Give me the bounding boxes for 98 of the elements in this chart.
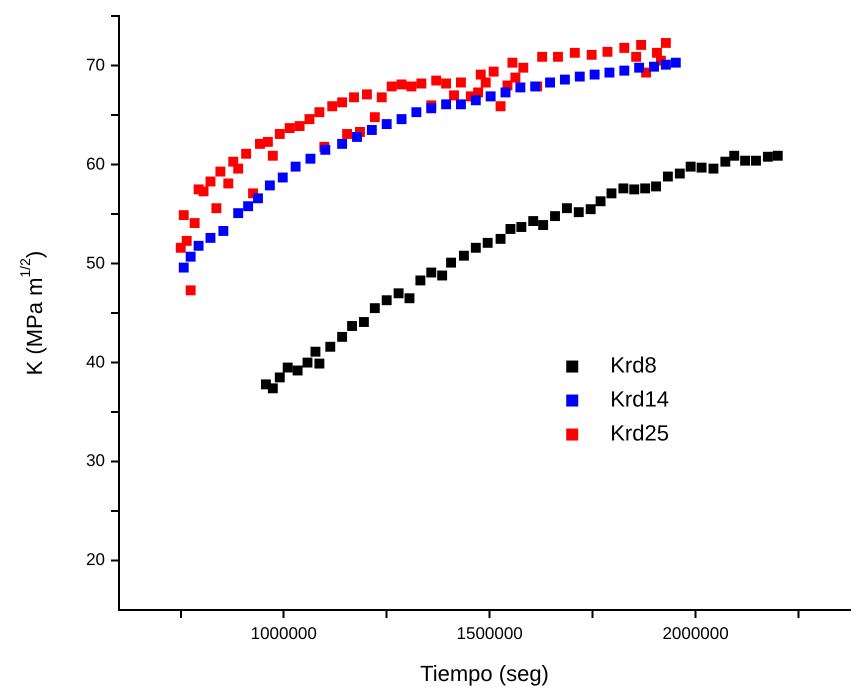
legend-label: Krd25 <box>610 420 669 446</box>
point <box>292 366 303 376</box>
point <box>302 358 312 368</box>
point <box>314 358 324 369</box>
point <box>670 58 681 68</box>
point <box>505 224 516 234</box>
point <box>320 144 330 155</box>
point <box>516 222 526 232</box>
point <box>268 383 278 394</box>
point <box>586 204 596 214</box>
point <box>772 150 783 161</box>
point <box>243 201 254 212</box>
point <box>762 152 773 162</box>
point <box>515 82 526 92</box>
point <box>178 262 189 273</box>
point <box>696 162 707 173</box>
point <box>441 99 452 110</box>
point <box>382 119 392 130</box>
point <box>310 346 320 357</box>
point <box>574 72 585 82</box>
point <box>218 226 228 236</box>
point <box>596 196 606 206</box>
point <box>415 275 426 286</box>
point <box>618 183 628 194</box>
point <box>574 207 584 218</box>
point <box>337 332 348 342</box>
x-tick-label: 1000000 <box>250 624 317 643</box>
point <box>720 156 730 167</box>
y-tick-label: 60 <box>86 154 105 174</box>
point <box>674 168 685 179</box>
point <box>634 62 644 73</box>
point <box>470 242 481 253</box>
point <box>482 238 493 248</box>
y-axis-title: K (MPa m1/2) <box>16 250 48 376</box>
point <box>290 162 301 172</box>
point <box>496 234 506 244</box>
point <box>528 216 538 226</box>
point <box>560 74 570 84</box>
point <box>545 78 556 88</box>
point <box>708 164 718 174</box>
point <box>500 87 510 98</box>
point <box>470 95 481 106</box>
point <box>660 60 671 70</box>
point <box>396 114 407 124</box>
point <box>358 317 369 327</box>
y-tick-label: 50 <box>86 253 105 272</box>
point <box>426 103 436 114</box>
y-tick-label: 40 <box>86 352 105 372</box>
point <box>370 303 380 314</box>
point <box>352 132 362 142</box>
point <box>437 270 448 280</box>
point <box>486 91 496 102</box>
point <box>651 181 661 192</box>
y-tick-label: 70 <box>86 55 105 74</box>
x-axis-title: Tiempo (seg) <box>420 660 549 686</box>
point <box>404 293 414 304</box>
point <box>629 184 640 194</box>
point <box>253 193 263 204</box>
point <box>426 268 436 278</box>
point <box>411 107 422 118</box>
point <box>446 258 456 268</box>
point <box>590 70 600 80</box>
point <box>640 183 650 194</box>
x-tick-label: 2000000 <box>662 624 729 643</box>
point <box>274 372 285 382</box>
point <box>347 321 358 331</box>
y-tick-label: 20 <box>86 550 105 570</box>
point <box>325 342 336 352</box>
point <box>456 99 466 110</box>
point <box>186 252 196 262</box>
legend-label: Krd14 <box>610 386 669 412</box>
point <box>538 220 548 230</box>
point <box>233 208 244 218</box>
point <box>729 150 740 161</box>
point <box>394 288 404 298</box>
point <box>606 188 616 198</box>
point <box>619 66 630 76</box>
point <box>562 203 572 214</box>
point <box>604 68 614 78</box>
point <box>686 162 696 172</box>
point <box>662 172 673 182</box>
point <box>550 211 560 222</box>
point <box>366 125 377 135</box>
point <box>278 172 288 182</box>
point <box>264 180 275 190</box>
point <box>751 156 761 166</box>
y-tick-label: 30 <box>86 451 105 470</box>
point <box>306 154 316 164</box>
point <box>194 240 204 251</box>
legend-label: Krd8 <box>610 352 657 378</box>
point <box>649 62 659 72</box>
point <box>458 250 469 261</box>
point <box>337 138 348 149</box>
point <box>740 156 750 166</box>
point <box>206 232 216 243</box>
point <box>282 362 293 372</box>
point <box>382 295 392 306</box>
x-tick-label: 1500000 <box>456 624 523 643</box>
